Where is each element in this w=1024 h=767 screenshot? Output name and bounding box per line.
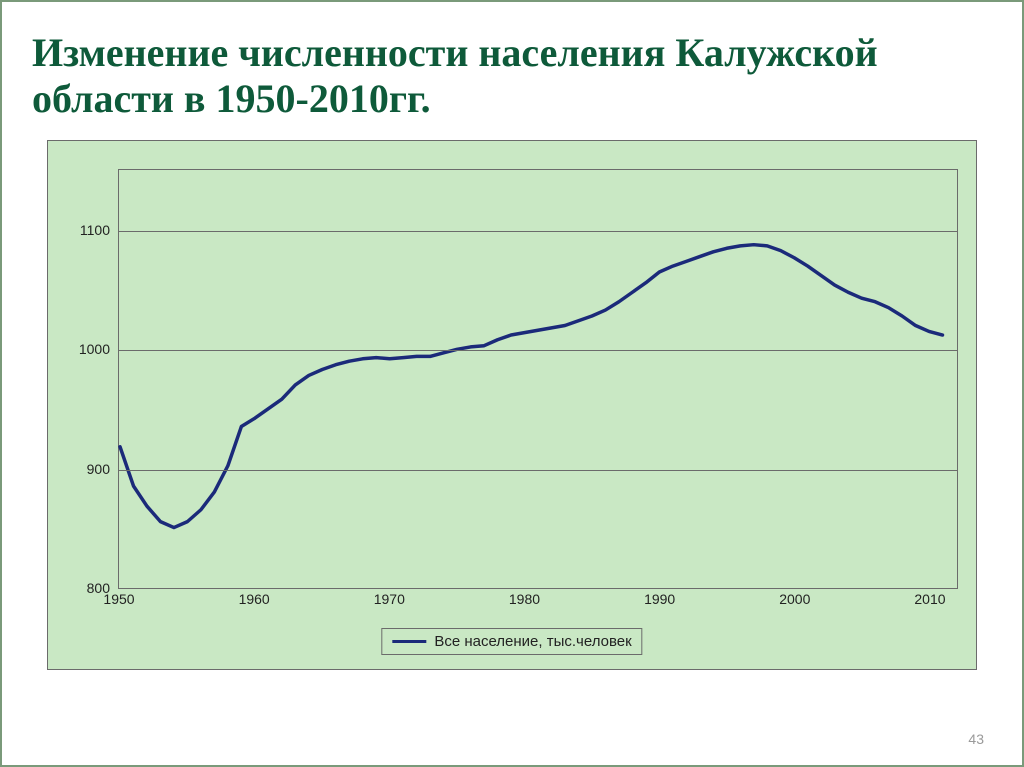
x-tick-label: 1950 xyxy=(103,591,134,607)
x-tick-label: 1990 xyxy=(644,591,675,607)
chart-plot-area xyxy=(118,169,958,589)
chart-container: 80090010001100 1950196019701980199020002… xyxy=(47,140,977,670)
line-series xyxy=(119,170,957,588)
y-tick-label: 900 xyxy=(87,461,110,477)
x-tick-label: 1970 xyxy=(374,591,405,607)
y-gridline xyxy=(119,231,957,232)
series-path xyxy=(120,245,943,528)
chart-legend: Все население, тыс.человек xyxy=(381,628,642,655)
legend-swatch xyxy=(392,640,426,643)
y-tick-label: 1000 xyxy=(79,341,110,357)
page-number: 43 xyxy=(968,731,984,747)
y-gridline xyxy=(119,350,957,351)
legend-label: Все население, тыс.человек xyxy=(434,633,631,650)
y-gridline xyxy=(119,470,957,471)
y-tick-label: 1100 xyxy=(80,222,110,238)
slide-frame: Изменение численности населения Калужско… xyxy=(0,0,1024,767)
x-tick-label: 2000 xyxy=(779,591,810,607)
x-tick-label: 2010 xyxy=(914,591,945,607)
x-tick-label: 1960 xyxy=(239,591,270,607)
slide-title: Изменение численности населения Калужско… xyxy=(32,30,994,122)
x-tick-label: 1980 xyxy=(509,591,540,607)
